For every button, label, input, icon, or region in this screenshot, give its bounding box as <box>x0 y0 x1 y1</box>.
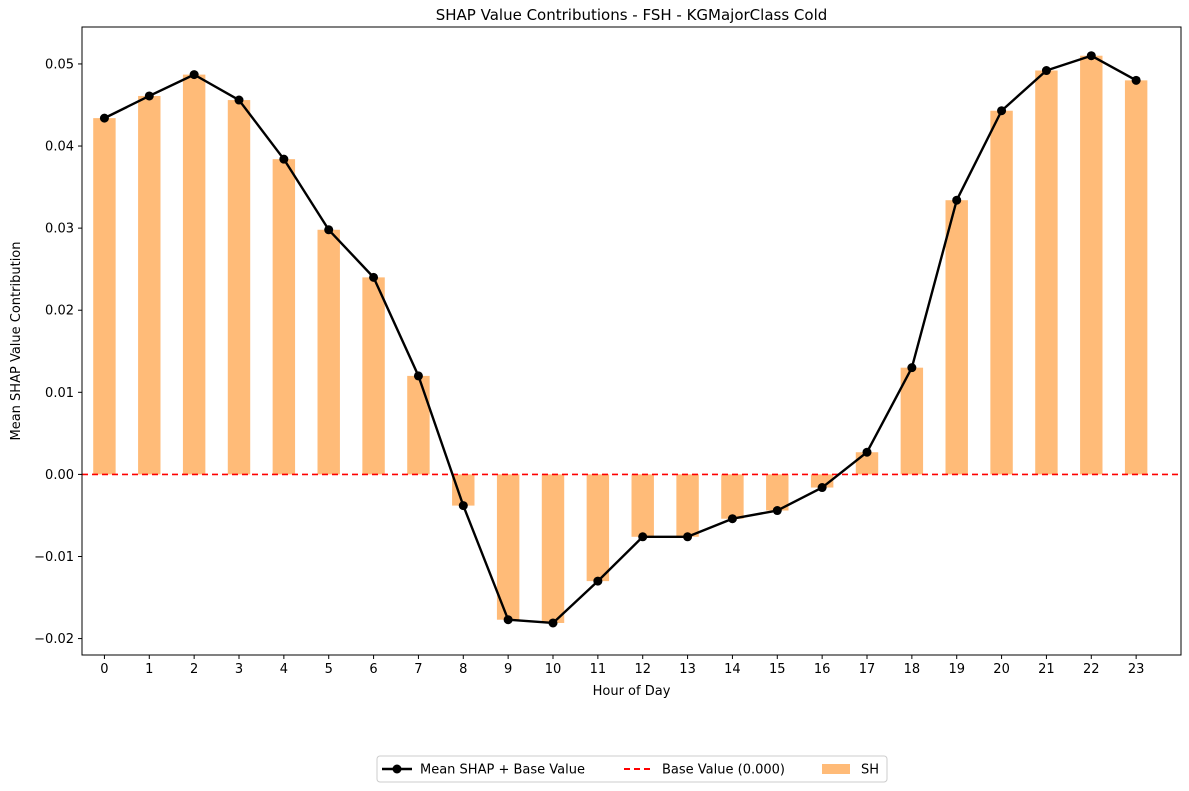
x-tick-label-23: 23 <box>1128 662 1145 677</box>
bar-hour-0 <box>93 118 116 475</box>
mean-shap-point-hour-9 <box>503 615 513 625</box>
x-tick-label-21: 21 <box>1038 662 1055 677</box>
mean-shap-point-hour-11 <box>593 576 603 586</box>
mean-shap-point-hour-20 <box>997 106 1007 116</box>
mean-shap-point-hour-14 <box>727 514 737 524</box>
legend-bar-label: SH <box>861 763 879 778</box>
y-tick-label-3: 0.01 <box>45 386 74 401</box>
mean-shap-point-hour-17 <box>862 447 872 457</box>
mean-shap-point-hour-5 <box>324 225 334 235</box>
x-tick-label-18: 18 <box>904 662 921 677</box>
mean-shap-point-hour-4 <box>279 154 289 164</box>
bar-hour-3 <box>227 100 251 475</box>
legend-base-label: Base Value (0.000) <box>662 763 785 778</box>
mean-shap-point-hour-7 <box>413 371 423 381</box>
bar-hour-6 <box>362 277 385 475</box>
y-tick-label-5: 0.03 <box>45 222 74 237</box>
x-tick-label-8: 8 <box>459 662 467 677</box>
y-tick-label-4: 0.02 <box>45 304 74 319</box>
bar-hour-10 <box>541 474 565 623</box>
y-tick-label-2: 0.00 <box>45 468 74 483</box>
y-axis-ticks: −0.02 −0.01 0.00 0.01 0.02 0.03 0.04 0.05 <box>34 57 82 647</box>
x-tick-label-12: 12 <box>634 662 651 677</box>
mean-shap-point-hour-10 <box>548 618 558 628</box>
legend-box <box>376 755 888 783</box>
x-tick-label-3: 3 <box>235 662 243 677</box>
mean-shap-point-hour-18 <box>907 363 917 373</box>
x-tick-label-10: 10 <box>545 662 562 677</box>
x-tick-label-19: 19 <box>948 662 965 677</box>
x-tick-label-20: 20 <box>993 662 1010 677</box>
mean-shap-point-hour-12 <box>638 532 648 542</box>
line-layer <box>99 51 1141 628</box>
mean-shap-point-hour-22 <box>1086 51 1096 61</box>
bar-hour-5 <box>317 229 340 475</box>
x-axis-label: Hour of Day <box>593 684 671 699</box>
x-tick-label-6: 6 <box>369 662 377 677</box>
x-tick-label-15: 15 <box>769 662 786 677</box>
mean-shap-point-hour-2 <box>189 70 199 80</box>
x-tick-label-13: 13 <box>679 662 696 677</box>
chart-title: SHAP Value Contributions - FSH - KGMajor… <box>436 6 828 24</box>
plot-frame <box>81 26 1182 656</box>
mean-shap-point-hour-1 <box>144 91 154 101</box>
bar-hour-7 <box>407 375 430 475</box>
mean-shap-point-hour-23 <box>1131 75 1141 85</box>
mean-shap-point-hour-3 <box>234 95 244 105</box>
legend-bar-symbol <box>822 764 850 774</box>
mean-shap-point-hour-8 <box>458 501 468 511</box>
bar-hour-23 <box>1124 80 1148 475</box>
bar-hour-4 <box>272 159 296 475</box>
x-tick-label-7: 7 <box>414 662 422 677</box>
x-tick-label-0: 0 <box>100 662 108 677</box>
x-tick-label-17: 17 <box>859 662 876 677</box>
bar-hour-21 <box>1035 70 1058 475</box>
y-tick-label-1: −0.01 <box>34 550 74 565</box>
x-tick-label-16: 16 <box>814 662 831 677</box>
x-tick-label-14: 14 <box>724 662 741 677</box>
legend: Mean SHAP + Base Value Base Value (0.000… <box>376 755 888 783</box>
legend-line-marker <box>392 764 402 774</box>
mean-shap-point-hour-21 <box>1041 66 1051 76</box>
mean-shap-point-hour-16 <box>817 483 827 493</box>
x-axis-ticks: 0 1 2 3 4 5 6 7 8 9 10 11 12 13 14 15 16 17 18 19 20 21 22 23 <box>100 655 1144 677</box>
legend-line-label: Mean SHAP + Base Value <box>420 763 585 778</box>
y-tick-label-6: 0.04 <box>45 140 74 155</box>
bar-hour-14 <box>721 474 744 519</box>
mean-shap-point-hour-19 <box>952 195 962 205</box>
x-tick-label-1: 1 <box>145 662 153 677</box>
y-tick-label-7: 0.05 <box>45 57 74 72</box>
mean-shap-point-hour-6 <box>369 272 379 282</box>
bar-hour-1 <box>138 95 161 475</box>
x-tick-label-11: 11 <box>590 662 607 677</box>
bar-hour-11 <box>586 474 610 582</box>
bars-layer <box>93 55 1148 623</box>
mean-shap-line <box>103 54 1137 625</box>
bar-hour-22 <box>1080 55 1103 475</box>
x-tick-label-5: 5 <box>325 662 333 677</box>
mean-shap-point-hour-13 <box>683 532 693 542</box>
x-tick-label-22: 22 <box>1083 662 1100 677</box>
bar-hour-15 <box>766 474 789 511</box>
y-axis-label: Mean SHAP Value Contribution <box>9 242 24 441</box>
x-tick-label-9: 9 <box>504 662 512 677</box>
bar-hour-13 <box>676 474 699 537</box>
bar-hour-8 <box>452 474 475 506</box>
bar-hour-18 <box>900 367 924 475</box>
bar-hour-12 <box>631 474 654 537</box>
bar-hour-19 <box>945 200 968 475</box>
mean-shap-point-hour-0 <box>99 113 109 123</box>
bar-hour-9 <box>496 474 520 620</box>
bar-hour-2 <box>182 74 206 475</box>
x-tick-label-2: 2 <box>190 662 198 677</box>
y-tick-label-0: −0.02 <box>34 632 74 647</box>
mean-shap-point-hour-15 <box>772 506 782 516</box>
bar-hour-20 <box>990 110 1013 475</box>
x-tick-label-4: 4 <box>280 662 288 677</box>
